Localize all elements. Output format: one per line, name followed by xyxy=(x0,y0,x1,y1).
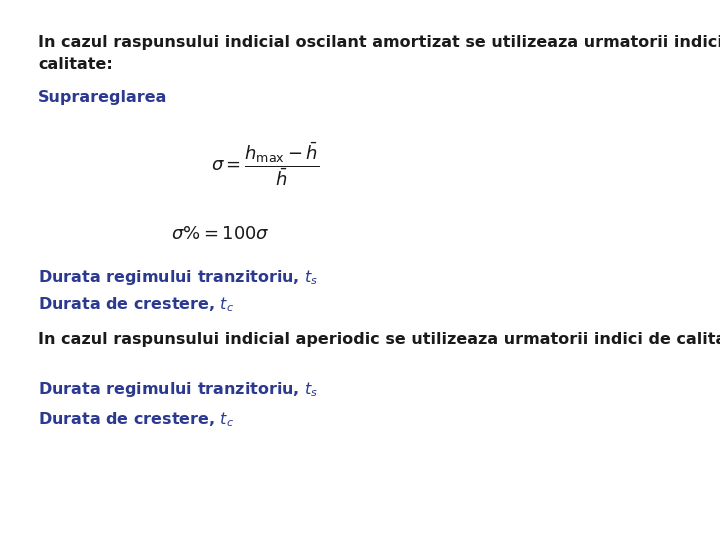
Text: $\sigma = \dfrac{h_{\mathrm{max}} - \bar{h}}{\bar{h}}$: $\sigma = \dfrac{h_{\mathrm{max}} - \bar… xyxy=(211,140,319,188)
Text: Durata regimului tranzitoriu, $t_s$: Durata regimului tranzitoriu, $t_s$ xyxy=(38,268,318,287)
Text: Durata de crestere, $t_c$: Durata de crestere, $t_c$ xyxy=(38,295,234,314)
Text: calitate:: calitate: xyxy=(38,57,113,72)
Text: Durata regimului tranzitoriu, $t_s$: Durata regimului tranzitoriu, $t_s$ xyxy=(38,380,318,399)
Text: In cazul raspunsului indicial aperiodic se utilizeaza urmatorii indici de calita: In cazul raspunsului indicial aperiodic … xyxy=(38,332,720,347)
Text: Durata de crestere, $t_c$: Durata de crestere, $t_c$ xyxy=(38,410,234,429)
Text: In cazul raspunsului indicial oscilant amortizat se utilizeaza urmatorii indici : In cazul raspunsului indicial oscilant a… xyxy=(38,35,720,50)
Text: Suprareglarea: Suprareglarea xyxy=(38,90,167,105)
Text: $\sigma\% = 100\sigma$: $\sigma\% = 100\sigma$ xyxy=(171,225,269,243)
